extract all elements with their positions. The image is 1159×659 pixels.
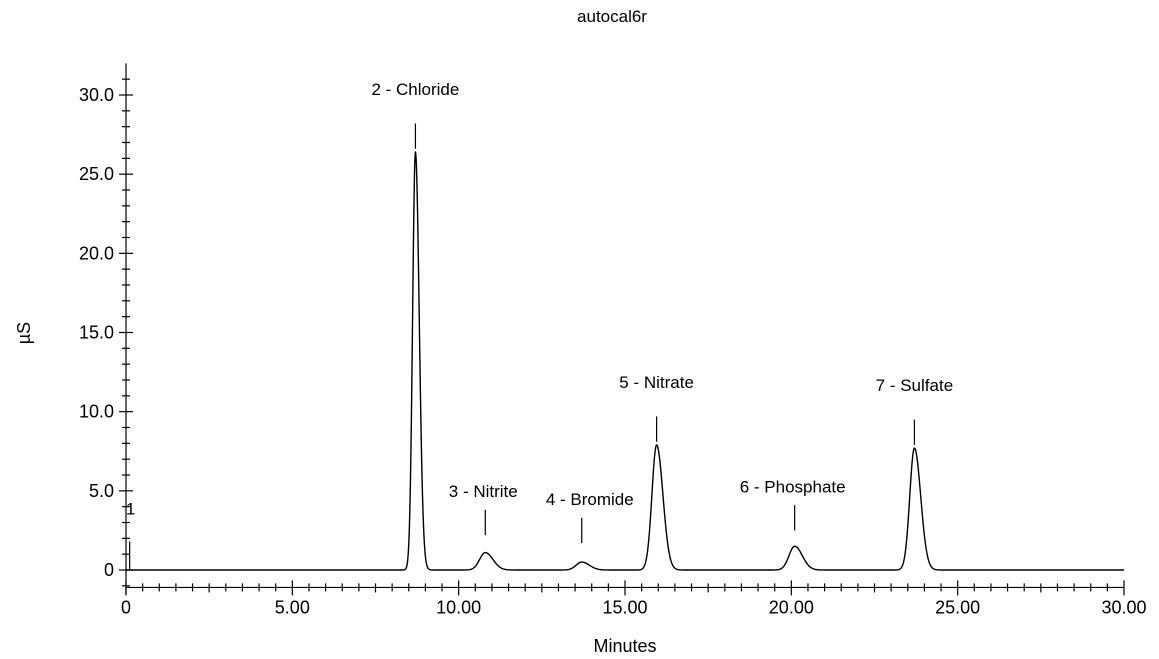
y-tick-label: 30.0 — [79, 85, 114, 105]
y-axis-label: µS — [14, 322, 34, 344]
peak-labels: 2 - Chloride 3 - Nitrite 4 - Bromide 5 - Ni… — [371, 80, 954, 544]
x-tick-label: 30.00 — [1101, 597, 1146, 617]
x-axis-label: Minutes — [593, 636, 656, 656]
peak-label: 7 - Sulfate — [876, 376, 954, 395]
y-tick-label: 0 — [104, 560, 114, 580]
y-tick-label: 15.0 — [79, 323, 114, 343]
y-tick-label: 20.0 — [79, 243, 114, 263]
peak-label: 6 - Phosphate — [740, 477, 846, 496]
x-axis: 0 5.00 10.00 15.00 20.00 25.00 30.00 — [121, 580, 1147, 617]
injection-marker-label: 1 — [126, 500, 135, 519]
peak-label: 3 - Nitrite — [449, 482, 518, 501]
chromatogram-trace: 1 — [125, 151, 1125, 571]
y-tick-label: 10.0 — [79, 402, 114, 422]
x-tick-label: 5.00 — [275, 597, 310, 617]
y-axis: 0 5.0 10.0 15.0 20.0 25.0 30.0 — [79, 63, 133, 594]
chromatogram-line — [125, 151, 1125, 571]
y-tick-label: 25.0 — [79, 164, 114, 184]
x-tick-label: 25.00 — [935, 597, 980, 617]
x-tick-label: 10.00 — [436, 597, 481, 617]
y-tick-label: 5.0 — [89, 481, 114, 501]
peak-label: 4 - Bromide — [546, 490, 634, 509]
chart-title: autocal6r — [577, 7, 647, 26]
x-tick-label: 15.00 — [602, 597, 647, 617]
x-tick-label: 0 — [121, 597, 131, 617]
x-tick-label: 20.00 — [769, 597, 814, 617]
peak-label: 2 - Chloride — [371, 80, 459, 99]
peak-label: 5 - Nitrate — [619, 373, 694, 392]
